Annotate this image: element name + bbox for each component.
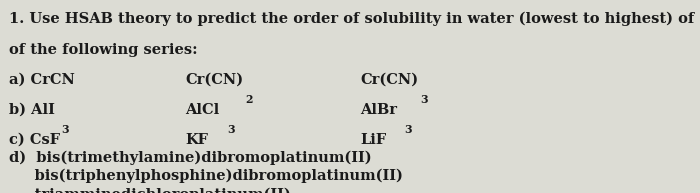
Text: 1. Use HSAB theory to predict the order of solubility in water (lowest to highes: 1. Use HSAB theory to predict the order …	[9, 12, 700, 26]
Text: a) CrCN: a) CrCN	[9, 73, 75, 87]
Text: Cr(CN): Cr(CN)	[186, 73, 244, 87]
Text: triamminedichloroplatinum(II): triamminedichloroplatinum(II)	[9, 187, 291, 193]
Text: AlCl: AlCl	[186, 103, 220, 117]
Text: Cr(CN): Cr(CN)	[360, 73, 419, 87]
Text: bis(triphenylphosphine)dibromoplatinum(II): bis(triphenylphosphine)dibromoplatinum(I…	[9, 169, 403, 184]
Text: d)  bis(trimethylamine)dibromoplatinum(II): d) bis(trimethylamine)dibromoplatinum(II…	[9, 151, 372, 165]
Text: 2: 2	[246, 94, 253, 105]
Text: KF: KF	[186, 133, 209, 147]
Text: 3: 3	[61, 124, 69, 135]
Text: LiF: LiF	[360, 133, 386, 147]
Text: of the following series:: of the following series:	[9, 43, 197, 57]
Text: 3: 3	[405, 124, 412, 135]
Text: c) CsF: c) CsF	[9, 133, 60, 147]
Text: 3: 3	[228, 124, 235, 135]
Text: b) AlI: b) AlI	[9, 103, 55, 117]
Text: AlBr: AlBr	[360, 103, 398, 117]
Text: 3: 3	[421, 94, 428, 105]
